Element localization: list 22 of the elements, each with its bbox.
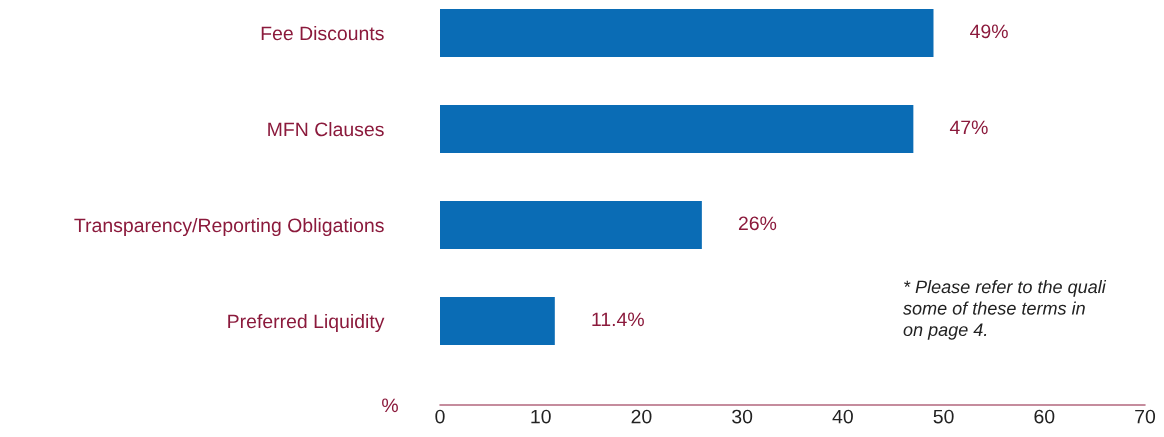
x-tick-label: 40 — [832, 409, 853, 424]
x-tick-label: 20 — [631, 409, 652, 424]
y-tick-label: Transparency/Reporting Obligations — [74, 217, 384, 237]
y-tick-label: MFN Clauses — [268, 121, 384, 137]
x-tick-label: 70 — [1135, 409, 1156, 424]
y-tick-label: Fee Discounts — [261, 25, 384, 41]
x-tick-label: 60 — [1034, 409, 1055, 424]
annotation: * Please refer to the quali some of these terms in on page 4. — [903, 280, 1107, 340]
bar — [440, 105, 914, 154]
y-tick-label: Preferred Liquidity — [228, 313, 385, 333]
data-label: 26% — [738, 216, 777, 231]
bar — [440, 297, 555, 345]
bar — [440, 201, 702, 250]
x-tick-label: 10 — [531, 409, 551, 424]
x-axis-title: % — [382, 398, 398, 413]
data-label: 11.4% — [592, 312, 644, 327]
x-tick-label: 50 — [933, 409, 954, 424]
data-label: 47% — [949, 120, 988, 135]
x-tick-label: 0 — [435, 409, 445, 424]
bar — [440, 9, 934, 58]
x-tick-label: 30 — [732, 409, 753, 424]
data-label: 49% — [970, 24, 1008, 39]
